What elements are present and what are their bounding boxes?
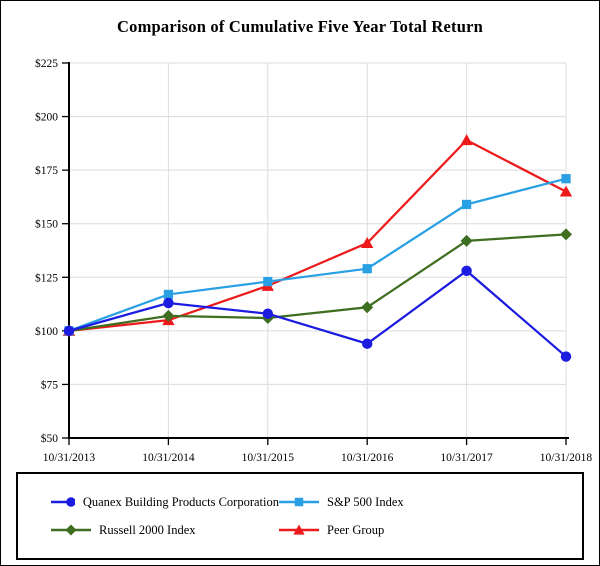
diamond-marker-icon bbox=[51, 524, 91, 536]
legend-item-peer-group: Peer Group bbox=[279, 523, 582, 538]
svg-text:10/31/2018: 10/31/2018 bbox=[540, 452, 593, 464]
line-chart-plot-area: $50 $75 $100 $125 $150 $175 $200 $225 10/31/2013… bbox=[35, 57, 593, 464]
svg-text:$200: $200 bbox=[35, 111, 58, 124]
svg-text:10/31/2013: 10/31/2013 bbox=[43, 452, 96, 464]
svg-text:10/31/2016: 10/31/2016 bbox=[341, 452, 394, 464]
svg-text:10/31/2017: 10/31/2017 bbox=[440, 452, 493, 464]
circle-marker-icon bbox=[51, 497, 75, 507]
legend-item-sp500: S&P 500 Index bbox=[279, 495, 582, 510]
svg-text:10/31/2014: 10/31/2014 bbox=[142, 452, 195, 464]
legend-item-quanex: Quanex Building Products Corporation bbox=[51, 495, 279, 510]
svg-text:$75: $75 bbox=[41, 378, 59, 391]
legend-label-russell-2000: Russell 2000 Index bbox=[99, 522, 196, 537]
svg-text:$175: $175 bbox=[35, 164, 58, 177]
svg-text:$225: $225 bbox=[35, 57, 58, 70]
svg-text:$125: $125 bbox=[35, 271, 58, 284]
svg-text:$150: $150 bbox=[35, 218, 58, 231]
legend-item-russell-2000: Russell 2000 Index bbox=[51, 523, 279, 538]
square-marker-icon bbox=[279, 497, 319, 507]
svg-text:$50: $50 bbox=[41, 432, 59, 445]
chart-title: Comparison of Cumulative Five Year Total… bbox=[117, 17, 483, 36]
legend-label-quanex: Quanex Building Products Corporation bbox=[82, 494, 279, 509]
svg-text:10/31/2015: 10/31/2015 bbox=[242, 452, 295, 464]
svg-text:$100: $100 bbox=[35, 325, 58, 338]
triangle-marker-icon bbox=[279, 524, 319, 535]
legend-box: Quanex Building Products Corporation S&P… bbox=[16, 472, 584, 560]
legend-label-sp500: S&P 500 Index bbox=[327, 494, 404, 509]
legend-label-peer-group: Peer Group bbox=[327, 522, 385, 537]
